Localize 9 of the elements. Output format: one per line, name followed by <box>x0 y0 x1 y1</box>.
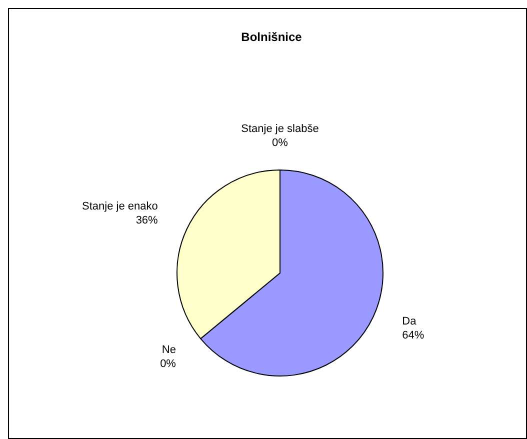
category-label: Stanje je slabše <box>241 123 319 135</box>
text: 0% <box>160 358 176 370</box>
data-label: 36% <box>136 214 158 227</box>
text: 0% <box>272 137 288 149</box>
category-label: Ne <box>162 344 176 356</box>
chart-title: Bolnišnice <box>241 30 302 44</box>
data-label: 64% <box>402 329 424 342</box>
slice-label: Stanje je enako <box>82 200 158 213</box>
slice-label: Da <box>402 315 418 328</box>
